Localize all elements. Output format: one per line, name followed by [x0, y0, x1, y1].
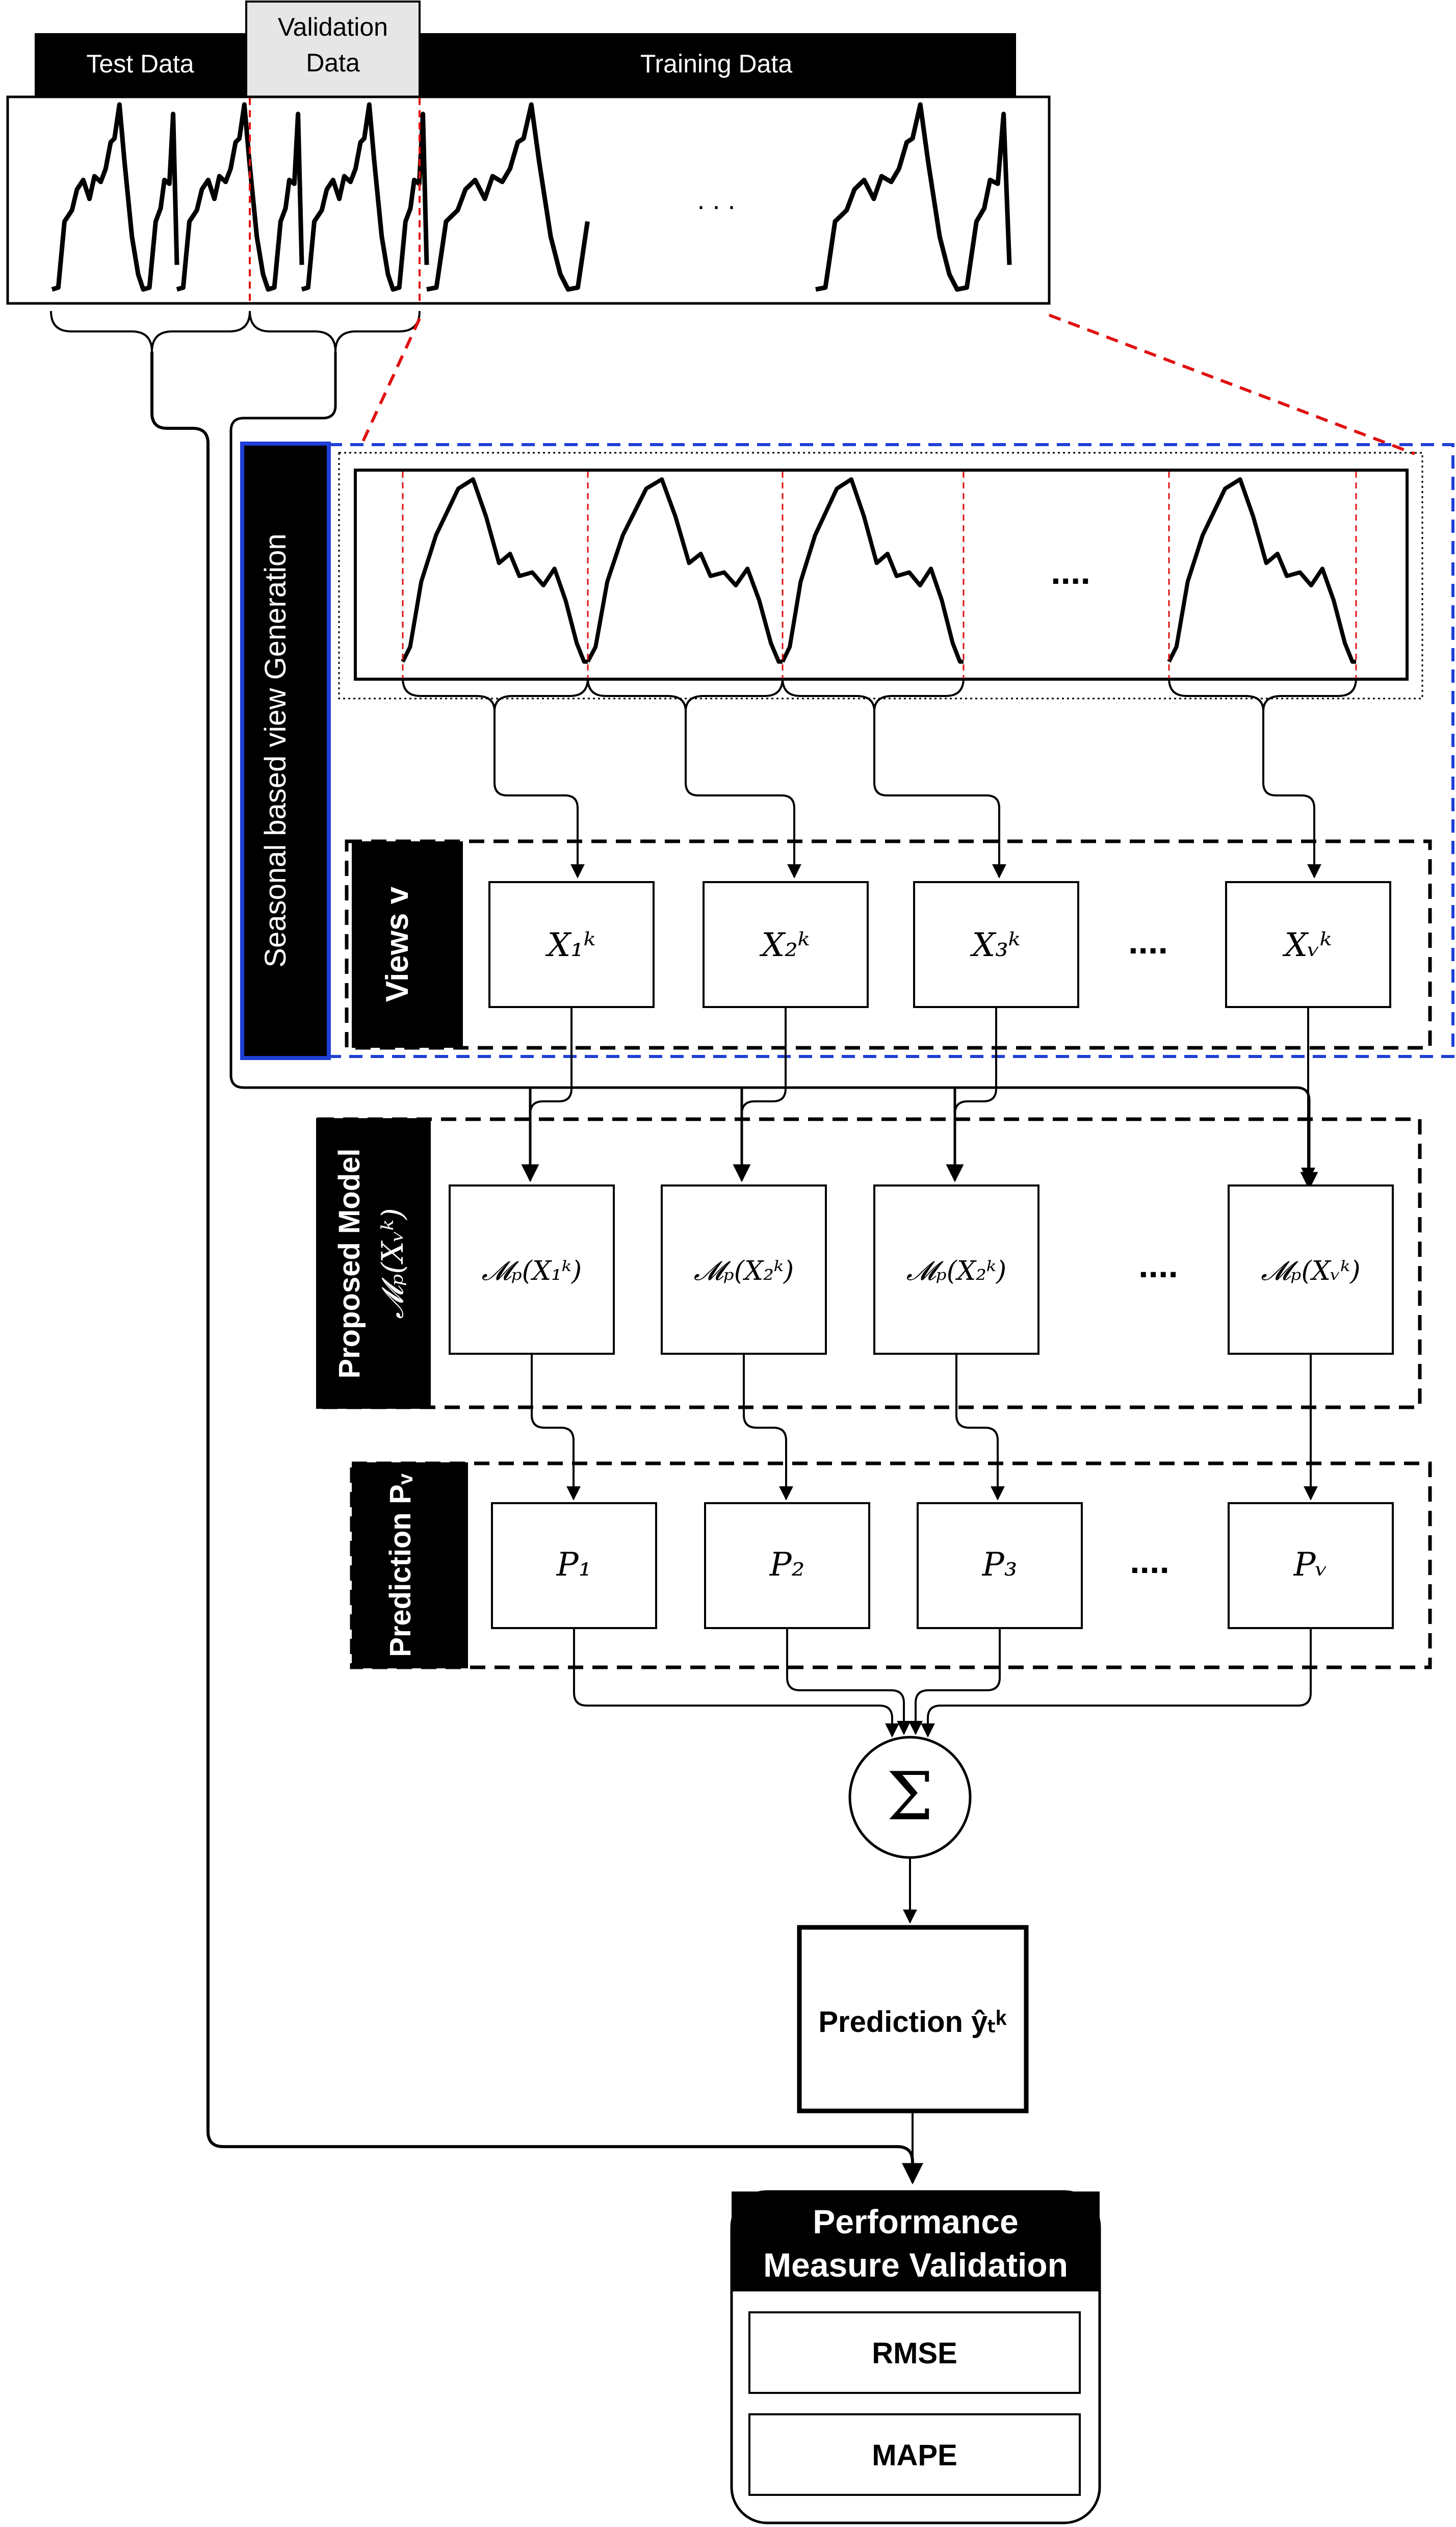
validation-data-brace — [249, 311, 421, 352]
data-split-header: Test Data Validation Data Training Data — [35, 1, 1016, 98]
validation-data-label-line1: Validation — [278, 13, 388, 41]
rmse-metric-box — [748, 2311, 1081, 2394]
view-box-v-label: Xᵥᵏ — [1282, 926, 1332, 964]
view-box-1: X₁ᵏ — [488, 881, 655, 1008]
prediction-to-sum-connectors — [573, 1628, 1312, 1738]
test-data-tab — [35, 33, 246, 97]
model-row-frame — [317, 1117, 1422, 1409]
prediction-box-1: P₁ — [491, 1502, 657, 1629]
mape-metric-label: MAPE — [872, 2439, 957, 2472]
model-to-prediction-connectors — [531, 1354, 1318, 1501]
validation-data-label-line2: Data — [306, 48, 360, 77]
prediction-box-3: P₃ — [917, 1502, 1083, 1629]
performance-title-line2: Measure Validation — [763, 2246, 1068, 2284]
test-data-brace — [50, 311, 251, 352]
prediction-box-v-label: Pᵥ — [1293, 1546, 1328, 1584]
model-box-3-label: 𝓜ₚ(X₂ᵏ) — [906, 1256, 1006, 1286]
final-prediction-label: Prediction ŷₜᵏ — [818, 2005, 1007, 2039]
view-generation-label: Seasonal based view Generation — [259, 533, 292, 967]
prediction-box-2: P₂ — [704, 1502, 870, 1629]
views-ellipsis: .... — [1128, 921, 1168, 961]
season-braces — [402, 678, 1357, 712]
view-box-v: Xᵥᵏ — [1225, 881, 1391, 1008]
rmse-metric-label: RMSE — [872, 2337, 957, 2370]
model-box-2-label: 𝓜ₚ(X₂ᵏ) — [694, 1256, 794, 1286]
model-box-1: 𝓜ₚ(X₁ᵏ) — [449, 1184, 615, 1355]
model-label-line1: Proposed Model — [333, 1148, 366, 1378]
zoom-line-right — [1048, 314, 1416, 455]
views-label: Views v — [380, 886, 415, 1002]
final-prediction-box — [797, 1925, 1029, 2113]
view-box-3-label: X₃ᵏ — [970, 926, 1021, 964]
validation-data-tab — [245, 1, 421, 98]
prediction-row-label: Prediction Pᵥ — [384, 1473, 417, 1657]
seasonal-series-outer — [338, 452, 1423, 700]
model-box-v-label: 𝓜ₚ(Xᵥᵏ) — [1261, 1256, 1361, 1286]
performance-header — [732, 2191, 1100, 2291]
season-boundaries — [402, 472, 1357, 678]
prediction-box-1-label: P₁ — [556, 1546, 592, 1584]
test-data-label: Test Data — [86, 49, 194, 78]
views-label-box — [352, 841, 463, 1048]
prediction-label-box — [352, 1462, 468, 1668]
model-box-2: 𝓜ₚ(X₂ᵏ) — [661, 1184, 827, 1355]
season-to-view-connectors — [493, 711, 1321, 879]
training-ellipsis: . . . — [697, 185, 735, 215]
model-box-v: 𝓜ₚ(Xᵥᵏ) — [1228, 1184, 1394, 1355]
view-box-2: X₂ᵏ — [703, 881, 869, 1008]
model-box-1-label: 𝓜ₚ(X₁ᵏ) — [482, 1256, 582, 1286]
view-generation-region — [327, 443, 1454, 1058]
view-box-3: X₃ᵏ — [913, 881, 1079, 1008]
prediction-box-v: Pᵥ — [1228, 1502, 1394, 1629]
mape-metric-box — [748, 2413, 1081, 2496]
model-label-box — [316, 1118, 431, 1409]
performance-title-line1: Performance — [813, 2203, 1019, 2240]
view-box-2-label: X₂ᵏ — [759, 926, 810, 964]
season-ellipsis: .... — [1051, 552, 1090, 591]
performance-panel: Performance Measure Validation RMSE MAPE — [730, 2190, 1101, 2524]
model-label-line2: 𝓜ₚ(Xᵥᵏ) — [375, 1208, 410, 1319]
training-data-tab — [420, 33, 1016, 97]
prediction-box-3-label: P₃ — [982, 1546, 1018, 1584]
training-data-label: Training Data — [640, 49, 792, 78]
view-generation-label-box — [240, 442, 331, 1060]
seasonal-waveform — [401, 477, 1356, 664]
view-box-1-label: X₁ᵏ — [545, 926, 596, 964]
view-to-model-connectors — [523, 1007, 1315, 1182]
sum-symbol: Σ — [887, 1758, 933, 1835]
model-box-3: 𝓜ₚ(X₂ᵏ) — [873, 1184, 1039, 1355]
prediction-ellipsis: .... — [1130, 1541, 1169, 1581]
zoom-line-left — [360, 318, 421, 445]
validation-data-path — [229, 352, 1318, 1190]
time-series-waveform — [51, 102, 1012, 292]
views-row-frame — [345, 839, 1432, 1050]
model-ellipsis: .... — [1138, 1245, 1178, 1285]
prediction-box-2-label: P₂ — [769, 1546, 805, 1584]
test-data-path — [150, 352, 923, 2185]
